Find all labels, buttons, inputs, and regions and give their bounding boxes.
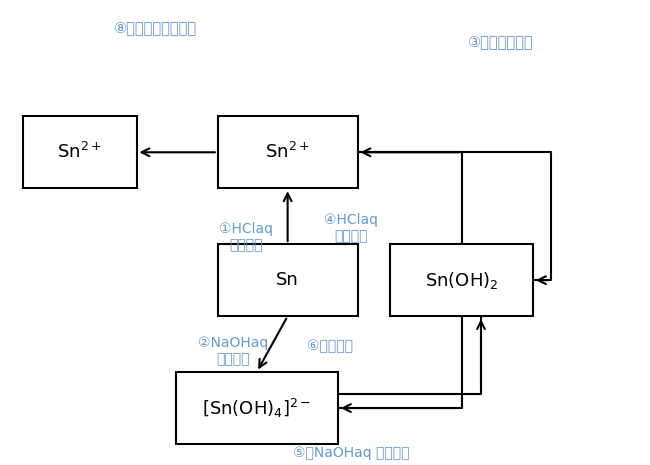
Text: ⑥希釈する: ⑥希釈する xyxy=(307,339,353,353)
Bar xyxy=(218,244,358,316)
Bar xyxy=(23,116,136,188)
Text: [Sn(OH)$_4$]$^{2-}$: [Sn(OH)$_4$]$^{2-}$ xyxy=(202,397,311,419)
Bar xyxy=(176,372,338,444)
Text: Sn$^{2+}$: Sn$^{2+}$ xyxy=(265,142,310,162)
Bar xyxy=(218,116,358,188)
Text: ③塗基性にする: ③塗基性にする xyxy=(468,34,534,49)
Text: ⑧還元剤として働く: ⑧還元剤として働く xyxy=(114,20,197,35)
Text: ④HClaq
を加える: ④HClaq を加える xyxy=(324,213,378,243)
Bar xyxy=(390,244,533,316)
Text: ⑤濃NaOHaq を加える: ⑤濃NaOHaq を加える xyxy=(292,446,410,460)
Text: Sn(OH)$_2$: Sn(OH)$_2$ xyxy=(424,270,499,291)
Text: Sn: Sn xyxy=(276,271,299,289)
Text: ②NaOHaq
を加える: ②NaOHaq を加える xyxy=(198,336,268,366)
Text: Sn$^{2+}$: Sn$^{2+}$ xyxy=(57,142,102,162)
Text: ①HClaq
を加える: ①HClaq を加える xyxy=(218,222,273,252)
